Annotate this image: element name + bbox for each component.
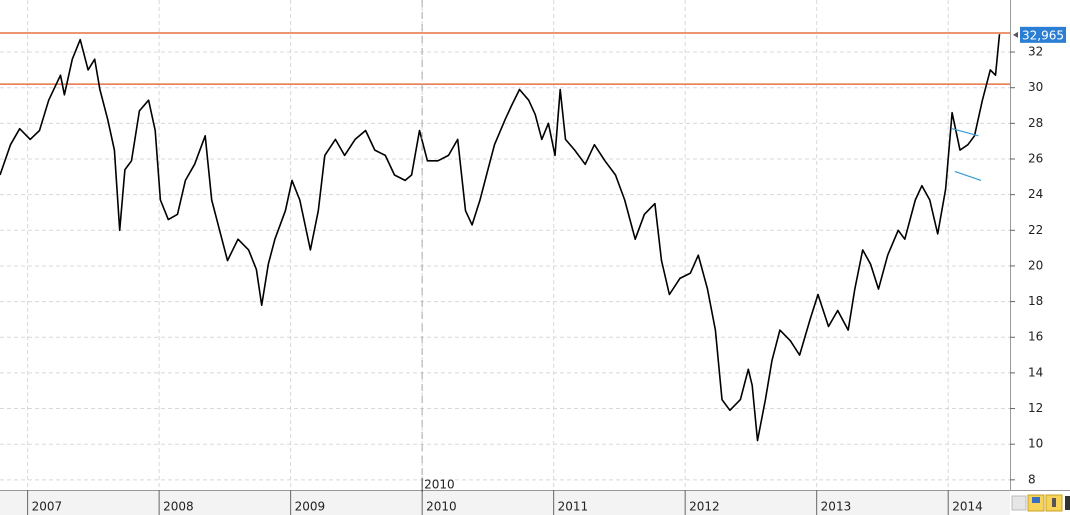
- pin-icon: [1052, 498, 1056, 507]
- edge: [1065, 496, 1070, 510]
- cursor-label: 2010: [424, 478, 455, 492]
- grid: [0, 0, 1010, 490]
- y-tick-label: 20: [1028, 258, 1043, 272]
- x-tick-label: 2010: [426, 500, 457, 514]
- x-tick-label: 2013: [821, 500, 852, 514]
- x-tick-label: 2008: [163, 500, 194, 514]
- plot: [0, 32, 1010, 442]
- save-icon: [1032, 497, 1040, 503]
- x-tick-label: 2009: [295, 500, 326, 514]
- trend-line: [951, 128, 979, 137]
- x-tick-label: 2007: [32, 500, 63, 514]
- y-tick-label: 8: [1028, 472, 1036, 486]
- x-tick-label: 2014: [952, 500, 983, 514]
- trend-line: [954, 170, 982, 181]
- x-axis-strip: [0, 491, 1010, 515]
- x-tick-label: 2011: [558, 500, 589, 514]
- y-tick-label: 22: [1028, 223, 1043, 237]
- y-tick-label: 28: [1028, 116, 1043, 130]
- y-tick-label: 12: [1028, 401, 1043, 415]
- scroll-button[interactable]: [1011, 495, 1027, 511]
- last-value-box: [1020, 26, 1066, 43]
- y-tick-label: 24: [1028, 187, 1043, 201]
- y-tick-label: 32: [1028, 45, 1043, 59]
- x-tick-label: 2012: [689, 500, 720, 514]
- y-tick-label: 14: [1028, 365, 1043, 379]
- y-tick-label: 16: [1028, 330, 1043, 344]
- price-line: [0, 34, 1001, 442]
- y-tick-label: 30: [1028, 80, 1043, 94]
- last-value-arrow: [1013, 31, 1018, 38]
- y-tick-label: 10: [1028, 437, 1043, 451]
- last-value-label: 32,965: [1022, 28, 1064, 42]
- toolbar: [1011, 494, 1070, 512]
- y-tick-label: 18: [1028, 294, 1043, 308]
- y-tick-label: 26: [1028, 151, 1043, 165]
